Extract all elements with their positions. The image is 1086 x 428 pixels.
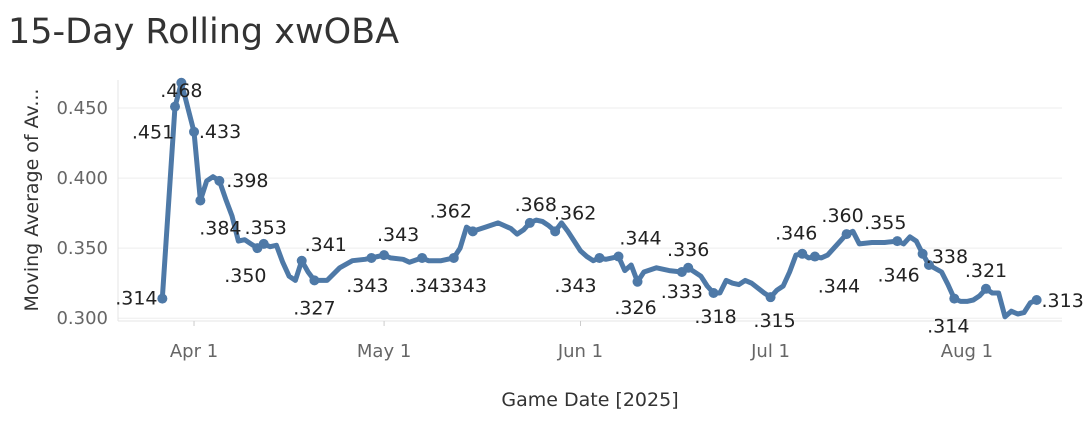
data-label: .341 — [305, 234, 347, 256]
point-marker — [157, 293, 168, 304]
data-label: .384 — [199, 218, 241, 240]
data-label: .343 — [409, 275, 451, 297]
x-tick-label: Jul 1 — [750, 341, 790, 362]
data-label: .346 — [877, 265, 919, 287]
point-marker — [550, 226, 561, 237]
x-axis-title: Game Date [2025] — [501, 389, 678, 411]
point-marker — [613, 251, 624, 262]
point-marker — [258, 238, 269, 249]
point-marker — [296, 255, 307, 266]
y-axis-title: Moving Average of Av... — [21, 89, 43, 312]
data-label: .318 — [694, 306, 736, 328]
data-label: .433 — [199, 121, 241, 143]
data-label: .368 — [515, 194, 557, 216]
data-label: .336 — [667, 239, 709, 261]
y-tick-label: 0.300 — [56, 308, 108, 329]
data-label: .344 — [619, 228, 661, 250]
y-tick-labels: 0.300 0.350 0.400 0.450 — [56, 98, 108, 329]
point-marker — [980, 283, 991, 294]
data-label: .313 — [1042, 290, 1084, 312]
data-label: .362 — [554, 202, 596, 224]
x-tick-label: May 1 — [357, 341, 411, 362]
point-marker — [949, 293, 960, 304]
point-marker — [448, 252, 459, 263]
point-marker — [923, 259, 934, 270]
data-label: .360 — [821, 205, 863, 227]
data-label: .346 — [775, 223, 817, 245]
point-marker — [417, 252, 428, 263]
point-marker — [1031, 294, 1042, 305]
data-label: .451 — [132, 122, 174, 144]
point-marker — [917, 248, 928, 259]
data-label: .344 — [818, 276, 860, 298]
point-marker — [892, 236, 903, 247]
point-marker — [379, 250, 390, 261]
data-label: .343 — [377, 224, 419, 246]
point-marker — [797, 248, 808, 259]
point-marker — [170, 101, 181, 112]
point-marker — [214, 175, 225, 186]
data-label: .314 — [115, 288, 157, 310]
x-tick-label: Aug 1 — [941, 341, 993, 362]
data-label: .315 — [753, 310, 795, 332]
point-marker — [467, 226, 478, 237]
x-tick-labels: Apr 1 May 1 Jun 1 Jul 1 Aug 1 — [170, 321, 993, 362]
axes — [117, 80, 1062, 322]
series-line — [159, 80, 1040, 320]
x-tick-label: Jun 1 — [557, 341, 603, 362]
data-label: .321 — [965, 260, 1007, 282]
point-marker — [594, 252, 605, 263]
point-marker — [524, 217, 535, 228]
chart-title: 15-Day Rolling xwOBA — [8, 12, 400, 52]
point-marker — [366, 252, 377, 263]
x-tick-label: Apr 1 — [170, 341, 218, 362]
data-label: .355 — [864, 212, 906, 234]
data-label: .343 — [554, 275, 596, 297]
y-tick-label: 0.350 — [56, 238, 108, 259]
point-marker — [176, 77, 187, 88]
data-label: .327 — [293, 297, 335, 319]
data-label: .362 — [430, 200, 472, 222]
data-label: .343 — [445, 275, 487, 297]
point-marker — [195, 195, 206, 206]
data-label: .353 — [245, 217, 287, 239]
point-marker — [708, 287, 719, 298]
point-marker — [841, 229, 852, 240]
data-label: .398 — [226, 170, 268, 192]
data-label: .338 — [926, 246, 968, 268]
data-label: .326 — [614, 297, 656, 319]
y-tick-label: 0.450 — [56, 98, 108, 119]
point-marker — [309, 275, 320, 286]
point-markers — [157, 77, 1042, 305]
y-tick-label: 0.400 — [56, 168, 108, 189]
point-marker — [189, 126, 200, 137]
data-label: .343 — [346, 275, 388, 297]
data-labels: .314 .451 .468 .433 .384 .398 .350 .353 .341 .327… — [115, 80, 1084, 338]
data-label: .350 — [224, 265, 266, 287]
point-marker — [765, 292, 776, 303]
point-marker — [809, 251, 820, 262]
data-label: .468 — [160, 80, 202, 102]
point-marker — [632, 276, 643, 287]
data-label: .333 — [661, 281, 703, 303]
point-marker — [683, 262, 694, 273]
data-label: .314 — [927, 316, 969, 338]
